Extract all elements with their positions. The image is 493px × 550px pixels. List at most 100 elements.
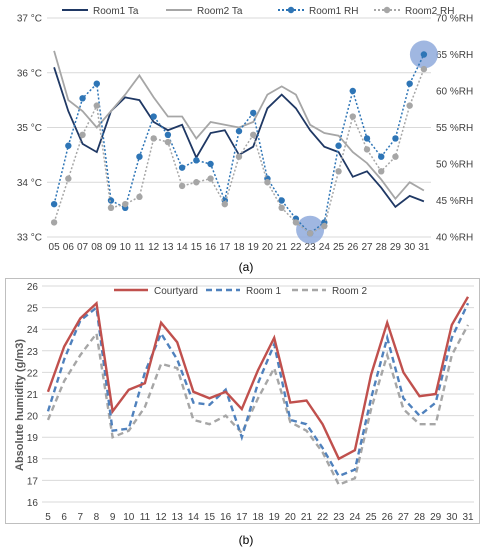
data-point-room1-rh [278, 197, 285, 204]
chart-b-frame [5, 278, 480, 524]
chart-a-x-tick-label: 23 [305, 242, 317, 253]
data-point-room2-rh [321, 222, 328, 230]
chart-a-left-tick-label: 33 °C [17, 233, 42, 244]
chart-b-y-tick-label: 20 [27, 412, 39, 423]
legend-label: Room2 RH [405, 6, 454, 17]
chart-a-series [50, 50, 428, 237]
data-point-room1-rh [349, 87, 356, 95]
data-point-room1-rh [178, 164, 186, 171]
legend-item-room1-rh: Room1 RH [278, 6, 358, 17]
chart-b-x-tick-label: 9 [110, 512, 116, 523]
data-point-room2-rh [250, 131, 257, 138]
data-point-room2-rh [178, 182, 186, 190]
data-point-room1-rh [420, 51, 428, 58]
data-point-room2-rh [392, 153, 399, 160]
chart-b-x-tick-label: 19 [269, 512, 281, 523]
data-point-room1-rh [150, 113, 157, 120]
chart-b-caption: (b) [239, 533, 254, 547]
chart-b-x-tick-label: 23 [333, 512, 345, 523]
data-point-room1-rh [235, 127, 243, 135]
chart-a-x-tick-label: 30 [404, 242, 416, 253]
data-point-room1-rh [207, 160, 214, 168]
chart-a-left-tick-label: 37 °C [17, 14, 42, 25]
chart-a-x-tick-label: 06 [63, 242, 75, 253]
chart-a-x-tick-label: 05 [49, 242, 61, 253]
chart-a-caption: (a) [239, 260, 254, 274]
data-point-room2-rh [122, 200, 129, 208]
chart-b-x-tick-label: 26 [382, 512, 394, 523]
chart-b-x-tick-label: 21 [301, 512, 313, 523]
chart-a-x-tick-label: 14 [177, 242, 189, 253]
data-point-room1-rh [406, 80, 413, 87]
chart-b-x-tick-label: 28 [414, 512, 426, 523]
legend-item-room-2: Room 2 [292, 286, 367, 297]
chart-a-x-axis-ticks: 05 06 07 08 09 10 11 12 13 14 15 16 17 18 19 20 21 22 23 24… [49, 242, 430, 253]
chart-b-y-tick-label: 23 [27, 347, 39, 358]
chart-a-x-tick-label: 25 [333, 242, 345, 253]
chart-a-x-tick-label: 08 [91, 242, 103, 253]
chart-a-left-tick-label: 36 °C [17, 68, 42, 79]
chart-b-x-axis-ticks: 5 6 7 8 9 10 11 12 13 14 15 16 17 18 19 20 21 22 23 24 25 26 2… [45, 512, 474, 523]
data-point-room1-rh [193, 157, 200, 164]
chart-a-x-tick-label: 10 [120, 242, 132, 253]
chart-a-x-tick-label: 11 [134, 242, 145, 253]
data-point-room1-rh [65, 142, 72, 149]
series-line-room2-rh [53, 68, 425, 235]
data-point-room1-rh [79, 95, 86, 102]
chart-b-x-tick-label: 13 [172, 512, 184, 523]
chart-b-y-tick-label: 24 [27, 325, 39, 336]
chart-b-x-tick-label: 5 [45, 512, 51, 523]
chart-a-x-tick-label: 19 [248, 242, 260, 253]
chart-b-y-tick-label: 16 [27, 498, 39, 509]
chart-a-x-tick-label: 15 [191, 242, 203, 253]
series-line-room-2 [46, 324, 470, 487]
chart-a-x-tick-label: 20 [262, 242, 274, 253]
legend-item-room2-rh: Room2 RH [374, 6, 454, 17]
chart-b-x-tick-label: 18 [252, 512, 264, 523]
chart-b-y-axis-ticks: 16 17 18 19 20 21 22 23 24 25 26 [27, 282, 39, 509]
data-point-room2-rh [193, 179, 200, 186]
data-point-room2-rh [306, 230, 314, 237]
data-point-room2-rh [65, 175, 72, 182]
data-point-room2-rh [50, 219, 58, 226]
data-point-room2-rh [335, 168, 342, 175]
legend-label: Courtyard [154, 286, 198, 297]
chart-b-y-tick-label: 25 [27, 304, 39, 315]
chart-b-x-tick-label: 17 [236, 512, 248, 523]
chart-a-right-tick-label: 65 %RH [436, 50, 473, 61]
legend-item-room2-ta: Room2 Ta [166, 6, 243, 17]
data-point-room2-rh [93, 102, 100, 109]
chart-a-right-tick-label: 60 %RH [436, 87, 473, 98]
data-point-room2-rh [235, 153, 243, 160]
chart-a-right-tick-label: 50 %RH [436, 160, 473, 171]
chart-a-left-axis-ticks: 33 °C 34 °C 35 °C 36 °C 37 °C [17, 14, 42, 244]
chart-a-x-tick-label: 21 [276, 242, 288, 253]
data-point-room1-rh [250, 109, 257, 117]
chart-b-series [46, 296, 470, 487]
chart-b-x-tick-label: 15 [204, 512, 216, 523]
chart-b-x-tick-label: 30 [446, 512, 458, 523]
chart-a-x-tick-label: 13 [162, 242, 174, 253]
chart-b-x-tick-label: 12 [156, 512, 168, 523]
data-point-room2-rh [378, 168, 385, 175]
chart-a-x-tick-label: 31 [418, 242, 430, 253]
data-point-room1-rh [335, 142, 342, 149]
chart-a-right-axis-ticks: 40 %RH 45 %RH 50 %RH 55 %RH 60 %RH 65 %RH 70 %… [436, 14, 473, 244]
legend-label: Room2 Ta [197, 6, 243, 17]
chart-a-x-tick-label: 26 [347, 242, 359, 253]
chart-b-y-axis-title: Absolute humidity (g/m3) [14, 339, 26, 471]
chart-a-left-tick-label: 35 °C [17, 123, 42, 134]
chart-b-legend: Courtyard Room 1 Room 2 [114, 286, 367, 297]
series-line-room-1 [46, 302, 470, 478]
data-point-room2-rh [79, 131, 86, 138]
data-point-room2-rh [136, 193, 143, 201]
chart-a-x-tick-label: 09 [105, 242, 117, 253]
data-point-room1-rh [136, 153, 143, 160]
chart-a-right-tick-label: 45 %RH [436, 196, 473, 207]
chart-b-x-tick-label: 11 [140, 512, 151, 523]
data-point-room2-rh [150, 135, 157, 142]
data-point-room1-rh [50, 200, 58, 208]
chart-a-right-tick-label: 40 %RH [436, 233, 473, 244]
data-point-room1-rh [363, 135, 371, 142]
chart-b-x-tick-label: 24 [349, 512, 361, 523]
